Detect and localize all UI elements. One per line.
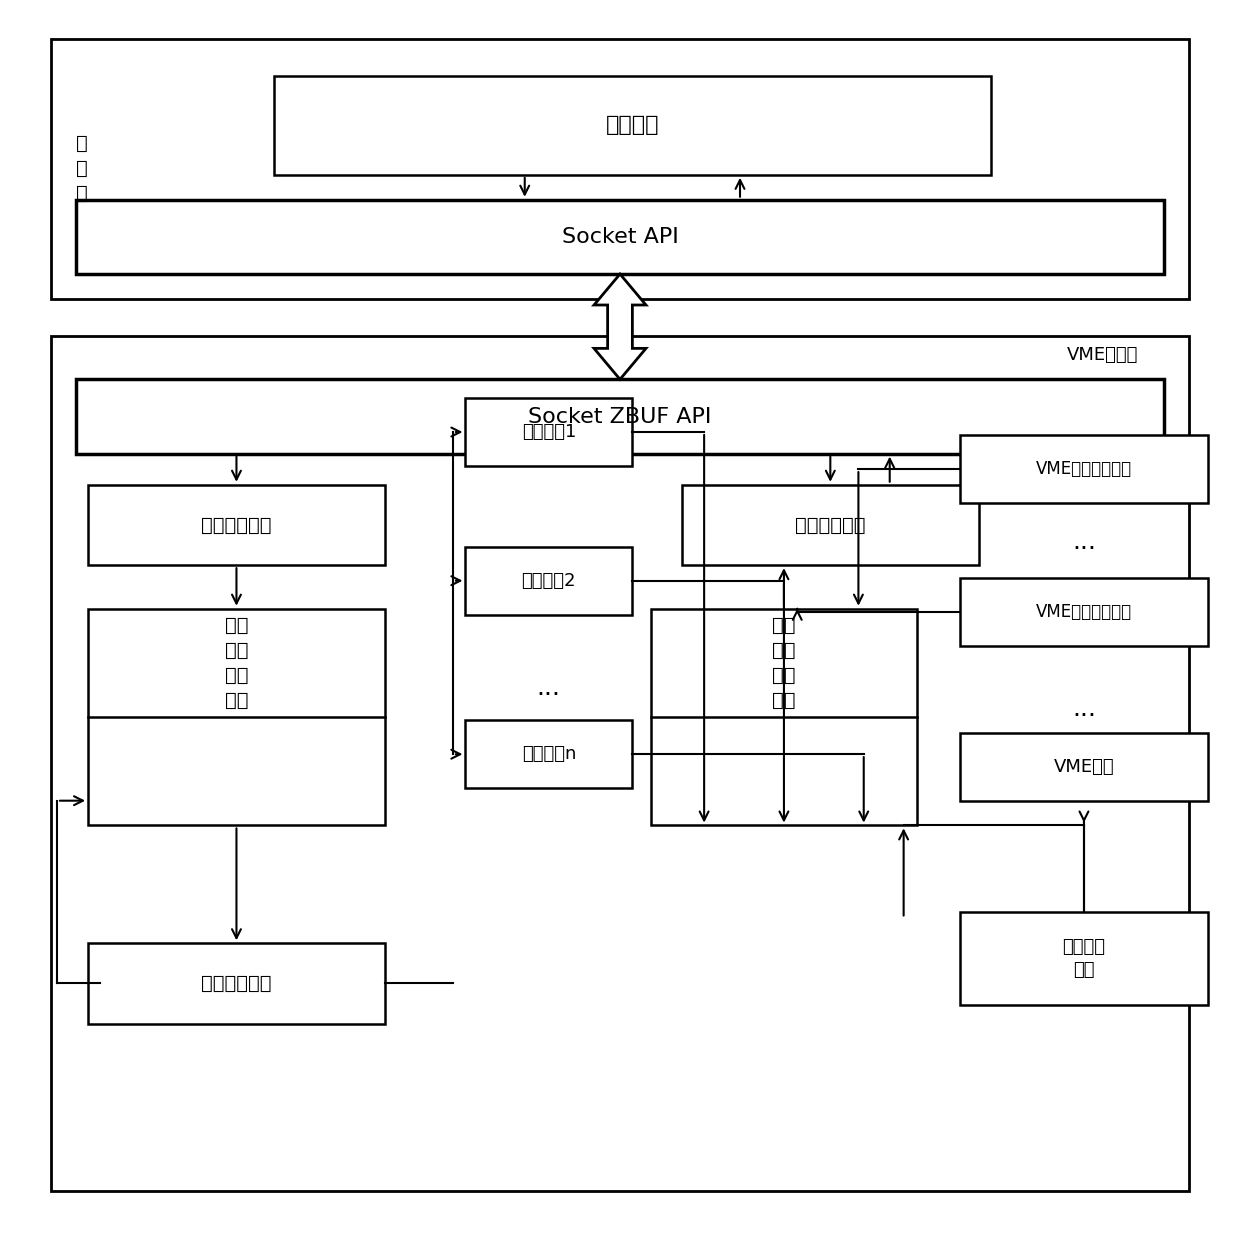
Bar: [88, 484, 384, 565]
Text: Socket ZBUF API: Socket ZBUF API: [528, 406, 712, 426]
Text: ···: ···: [1071, 704, 1096, 728]
Text: 数据发送任务: 数据发送任务: [795, 515, 866, 534]
Text: 指令解释任务: 指令解释任务: [201, 974, 272, 992]
Text: ···: ···: [1071, 537, 1096, 561]
Text: 指令
接收
缓冲
队列: 指令 接收 缓冲 队列: [224, 616, 248, 710]
Text: VME中断服务任务: VME中断服务任务: [1035, 461, 1132, 478]
Bar: [465, 546, 632, 615]
Polygon shape: [594, 274, 646, 379]
Bar: [88, 943, 384, 1023]
Bar: [960, 435, 1208, 503]
Bar: [76, 200, 1164, 274]
Text: 数据
发送
缓冲
队列: 数据 发送 缓冲 队列: [773, 616, 796, 710]
Bar: [960, 578, 1208, 646]
Bar: [682, 484, 978, 565]
Text: 指令执行1: 指令执行1: [522, 424, 577, 441]
Text: 指令执行n: 指令执行n: [522, 745, 577, 764]
Text: 硬件轮询
任务: 硬件轮询 任务: [1063, 938, 1105, 980]
Text: 指令接收任务: 指令接收任务: [201, 515, 272, 534]
Text: Socket API: Socket API: [562, 227, 678, 247]
Text: VME中断: VME中断: [1054, 758, 1115, 775]
Bar: [960, 912, 1208, 1005]
Text: ···: ···: [537, 683, 560, 708]
Bar: [274, 76, 991, 175]
Text: 指令执行2: 指令执行2: [522, 571, 577, 590]
Bar: [76, 379, 1164, 453]
Bar: [51, 337, 1189, 1191]
Bar: [88, 609, 384, 826]
Bar: [651, 609, 916, 826]
Text: VME工控机: VME工控机: [1066, 345, 1138, 364]
Bar: [960, 733, 1208, 801]
Text: VME中断服务程序: VME中断服务程序: [1035, 602, 1132, 621]
Bar: [51, 39, 1189, 299]
Bar: [465, 397, 632, 466]
Text: 上
位
机: 上 位 机: [76, 134, 88, 204]
Bar: [465, 720, 632, 789]
Text: 人机界面: 人机界面: [605, 116, 660, 135]
